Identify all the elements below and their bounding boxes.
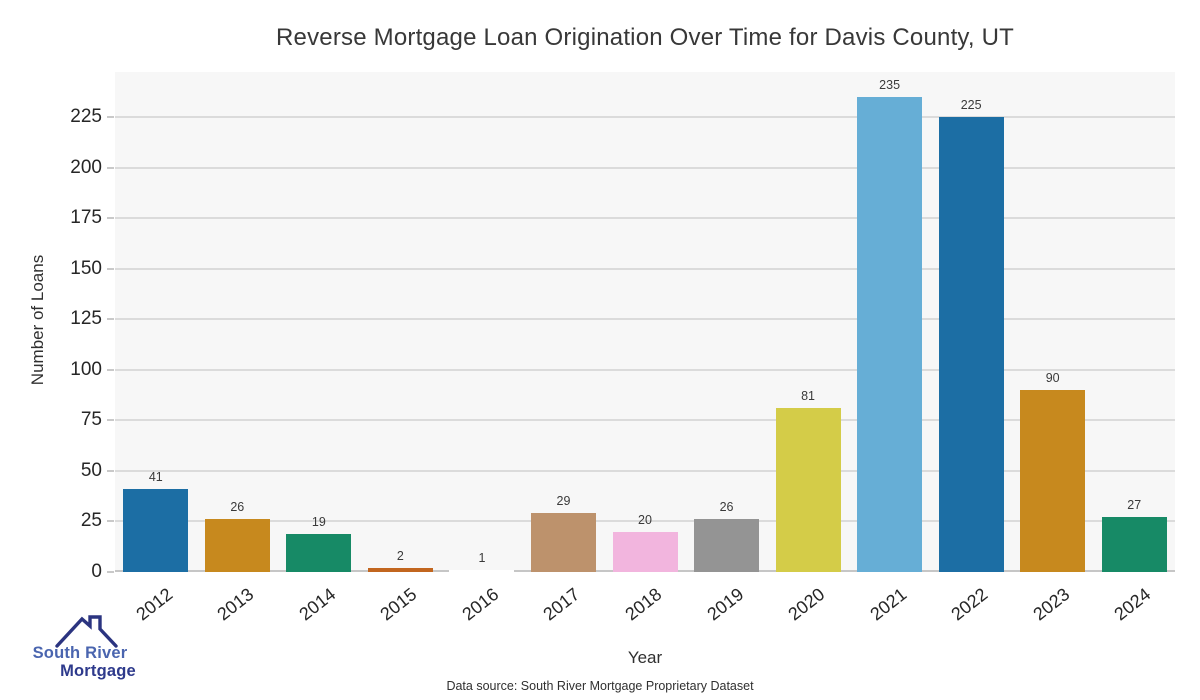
y-tick-label-200: 200 [70,156,102,178]
y-tick-label-50: 50 [80,459,102,481]
value-label-2013: 26 [230,500,245,514]
bar-2023 [1020,390,1086,572]
x-tick-label-2024: 2024 [1110,584,1155,625]
gridline-125 [115,318,1175,321]
value-label-2021: 235 [879,78,901,92]
y-tick-label-150: 150 [70,257,102,279]
value-label-2017: 29 [556,494,571,508]
value-label-2019: 26 [719,500,734,514]
bar-2022 [938,117,1004,572]
bar-2017 [530,513,596,572]
bar-2018 [612,532,678,572]
y-tick-label-175: 175 [70,207,102,229]
y-tick-mark [107,469,114,472]
x-tick-label-2020: 2020 [784,584,829,625]
bar-2019 [694,519,760,572]
value-label-2024: 27 [1127,498,1142,512]
bar-2013 [204,519,270,572]
bar-2024 [1101,517,1167,572]
gridline-75 [115,419,1175,422]
value-label-2015: 2 [396,549,404,563]
y-tick-mark [107,571,114,573]
x-tick-label-2022: 2022 [947,584,992,625]
gridline-200 [115,166,1175,169]
bar-2014 [286,534,352,572]
house-roof-icon [55,615,118,648]
y-tick-label-100: 100 [70,358,102,380]
value-label-2018: 20 [638,513,652,527]
y-tick-label-125: 125 [70,308,102,330]
value-label-2020: 81 [801,389,816,403]
x-tick-label-2019: 2019 [702,584,747,625]
gridline-225 [115,116,1175,118]
value-label-2016: 1 [478,551,486,565]
y-tick-label-25: 25 [80,510,102,532]
x-tick-label-2013: 2013 [213,584,258,625]
x-tick-label-2021: 2021 [866,584,910,625]
plot-area: 41 26 19 2 1 29 20 26 81 235 225 90 27 [115,72,1175,572]
y-tick-mark [107,520,114,523]
value-label-2022: 225 [960,98,982,112]
bar-2015 [367,568,433,572]
gridline-100 [115,368,1175,371]
bar-2012 [123,489,189,572]
y-tick-mark [107,166,114,169]
gridline-175 [115,217,1175,220]
bar-2016 [449,570,515,572]
value-label-2014: 19 [311,515,326,529]
y-tick-mark [107,318,114,321]
bar-2020 [775,408,841,572]
data-source-note: Data source: South River Mortgage Propri… [446,679,754,693]
x-tick-label-2015: 2015 [376,584,421,625]
y-tick-mark [107,267,114,270]
logo-text-mortgage: Mortgage [60,662,136,680]
x-tick-label-2016: 2016 [458,584,503,625]
chart-title: Reverse Mortgage Loan Origination Over T… [276,24,1014,51]
y-tick-label-75: 75 [80,409,102,431]
y-tick-label-225: 225 [70,106,102,127]
value-label-2023: 90 [1045,371,1060,385]
bar-2021 [857,97,923,572]
y-tick-label-0: 0 [91,561,102,582]
south-river-mortgage-logo: South River Mortgage [14,608,144,694]
gridline-25 [115,520,1175,523]
x-tick-label-2017: 2017 [539,584,584,625]
y-tick-mark [107,368,114,371]
x-axis-title: Year [627,648,663,667]
gridline-150 [115,267,1175,270]
x-tick-label-2014: 2014 [295,584,340,625]
x-tick-label-2023: 2023 [1029,584,1074,625]
y-tick-mark [107,419,114,422]
gridline-50 [115,469,1175,472]
logo-text-south-river: South River [32,644,128,662]
x-tick-label-2018: 2018 [621,584,666,625]
y-tick-mark [107,217,114,220]
y-tick-mark [107,116,114,118]
value-label-2012: 41 [148,470,163,484]
